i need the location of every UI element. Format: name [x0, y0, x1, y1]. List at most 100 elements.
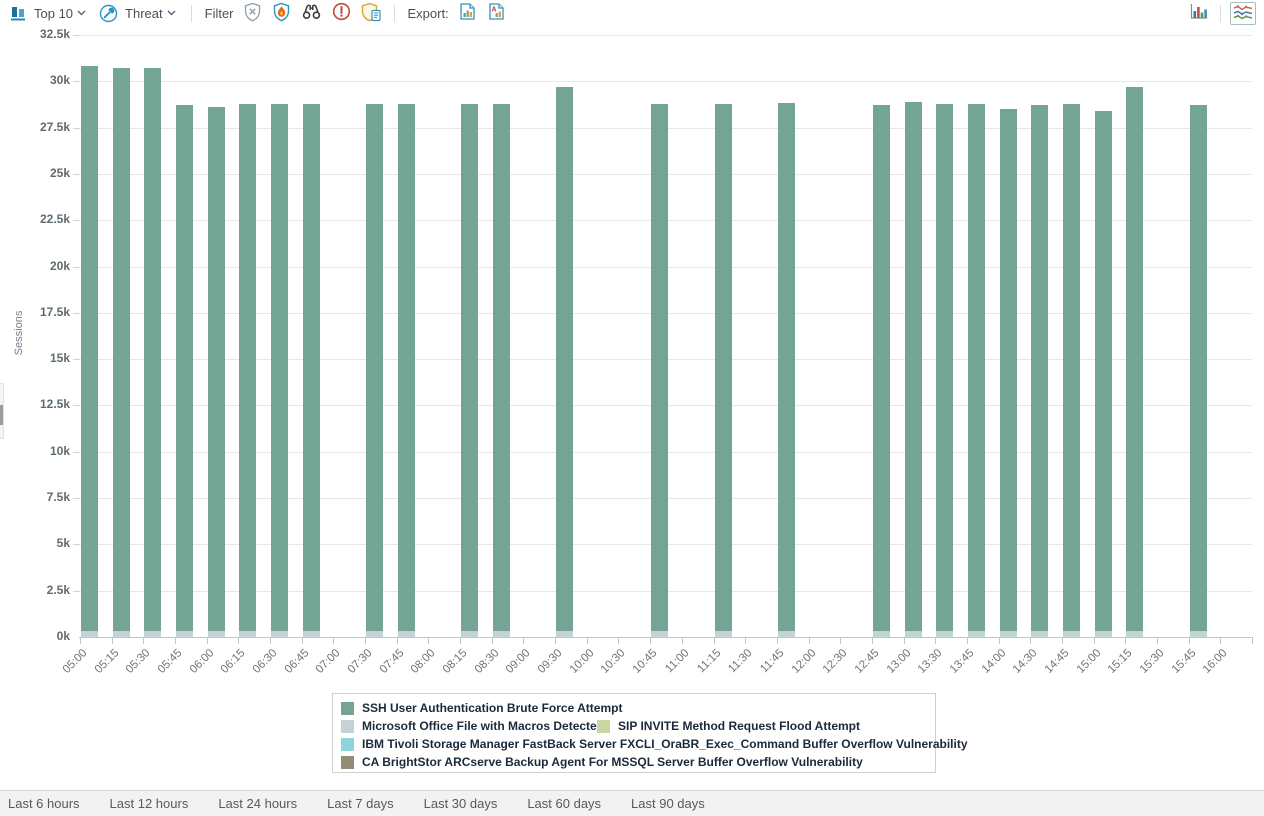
filter-shield-document-button[interactable]	[358, 1, 385, 26]
bar-segment[interactable]	[397, 631, 415, 637]
bar-segment[interactable]	[271, 631, 289, 637]
bar-segment[interactable]	[1189, 105, 1207, 632]
export-pdf-button[interactable]: A	[484, 1, 509, 25]
export-pdf-document-icon: A	[487, 2, 506, 24]
y-axis-tick-label: 20k	[49, 258, 70, 273]
bar-segment[interactable]	[207, 631, 225, 637]
bar-segment[interactable]	[1189, 631, 1207, 637]
x-axis-tick	[713, 638, 715, 644]
bar-segment[interactable]	[176, 631, 194, 637]
y-axis-tick-label: 2.5k	[46, 582, 70, 597]
bar-segment[interactable]	[1126, 86, 1144, 632]
bar-segment[interactable]	[366, 631, 384, 637]
x-axis-tick	[1156, 638, 1158, 644]
x-axis-tick	[270, 638, 272, 644]
y-axis-tick-label: 32.5k	[39, 27, 70, 41]
bar-segment[interactable]	[1094, 631, 1112, 637]
bar-segment[interactable]	[1094, 110, 1112, 632]
bar-segment[interactable]	[461, 631, 479, 637]
filter-binoculars-button[interactable]	[298, 1, 325, 25]
bar-segment[interactable]	[714, 103, 732, 632]
time-range-link[interactable]: Last 6 hours	[8, 796, 80, 811]
bar-segment[interactable]	[777, 631, 795, 637]
bar-segment[interactable]	[176, 105, 194, 632]
bar-segment[interactable]	[1062, 631, 1080, 637]
filter-shield-x-button[interactable]	[240, 1, 265, 26]
bar-segment[interactable]	[904, 631, 922, 637]
bar-segment[interactable]	[492, 631, 510, 637]
x-axis-tick	[586, 638, 588, 644]
time-range-link[interactable]: Last 12 hours	[109, 796, 189, 811]
x-axis-tick	[333, 638, 335, 644]
bar-segment[interactable]	[492, 103, 510, 632]
bar-segment[interactable]	[112, 631, 130, 637]
bar-segment[interactable]	[461, 103, 479, 632]
binoculars-icon	[301, 2, 322, 24]
bar-segment[interactable]	[556, 631, 574, 637]
bar-segment[interactable]	[239, 631, 257, 637]
legend-row: SSH User Authentication Brute Force Atte…	[341, 699, 935, 717]
bar-segment[interactable]	[1031, 105, 1049, 632]
y-axis-tick	[73, 35, 80, 36]
bar-segment[interactable]	[904, 101, 922, 632]
bar-segment[interactable]	[271, 103, 289, 632]
y-axis-tick-label: 25k	[49, 165, 70, 180]
legend-swatch-icon	[341, 737, 354, 751]
legend-item[interactable]: SSH User Authentication Brute Force Atte…	[341, 701, 622, 715]
time-range-link[interactable]: Last 7 days	[327, 796, 394, 811]
time-range-link[interactable]: Last 60 days	[527, 796, 602, 811]
bar-segment[interactable]	[1126, 631, 1144, 637]
bar-segment[interactable]	[366, 103, 384, 632]
bar-segment[interactable]	[999, 109, 1017, 632]
bar-segment[interactable]	[936, 103, 954, 632]
filter-shield-flame-button[interactable]	[269, 1, 294, 26]
export-chart-document-icon	[458, 2, 477, 24]
bar-segment[interactable]	[1031, 631, 1049, 637]
bar-segment[interactable]	[207, 107, 225, 632]
bar-segment[interactable]	[1062, 103, 1080, 632]
bar-chart-view-button[interactable]	[1186, 2, 1211, 24]
bar-segment[interactable]	[302, 103, 320, 632]
bar-segment[interactable]	[397, 103, 415, 632]
legend-item[interactable]: Microsoft Office File with Macros Detect…	[341, 719, 604, 733]
bar-segment[interactable]	[651, 103, 669, 632]
y-axis-tick-label: 7.5k	[46, 490, 70, 505]
x-axis-tick	[808, 638, 810, 644]
legend-item[interactable]: CA BrightStor ARCserve Backup Agent For …	[341, 755, 863, 769]
x-axis-tick	[903, 638, 905, 644]
filter-alert-button[interactable]	[329, 1, 354, 25]
bar-segment[interactable]	[81, 66, 98, 632]
bar-segment[interactable]	[967, 631, 985, 637]
legend-swatch-icon	[597, 719, 610, 733]
bar-segment[interactable]	[144, 631, 162, 637]
legend-row: Microsoft Office File with Macros Detect…	[341, 717, 935, 735]
bar-segment[interactable]	[239, 103, 257, 632]
top-n-dropdown[interactable]: Top 10	[32, 4, 88, 23]
bar-segment[interactable]	[999, 631, 1017, 637]
bar-segment[interactable]	[714, 631, 732, 637]
legend-item[interactable]: SIP INVITE Method Request Flood Attempt	[597, 717, 860, 735]
bar-segment[interactable]	[872, 105, 890, 632]
bar-segment[interactable]	[967, 103, 985, 632]
legend-item[interactable]: IBM Tivoli Storage Manager FastBack Serv…	[341, 737, 968, 751]
bar-segment[interactable]	[872, 631, 890, 637]
bar-segment[interactable]	[777, 102, 795, 632]
bar-segment[interactable]	[556, 86, 574, 632]
bar-segment[interactable]	[112, 68, 130, 632]
export-chart-button[interactable]	[455, 1, 480, 25]
panel-splitter[interactable]	[0, 383, 4, 439]
line-chart-view-button[interactable]	[1230, 1, 1256, 25]
bar-segment[interactable]	[302, 631, 320, 637]
bar-segment[interactable]	[144, 68, 162, 632]
time-range-link[interactable]: Last 30 days	[423, 796, 498, 811]
bar-segment[interactable]	[936, 631, 954, 637]
time-range-link[interactable]: Last 90 days	[631, 796, 705, 811]
bar-segment[interactable]	[81, 631, 98, 637]
bar-segment[interactable]	[651, 631, 669, 637]
chevron-down-icon	[77, 10, 86, 16]
time-range-link[interactable]: Last 24 hours	[218, 796, 298, 811]
y-axis-tick-label: 15k	[49, 351, 70, 366]
legend-swatch-icon	[341, 755, 354, 769]
threat-dropdown[interactable]: Threat	[123, 4, 178, 23]
